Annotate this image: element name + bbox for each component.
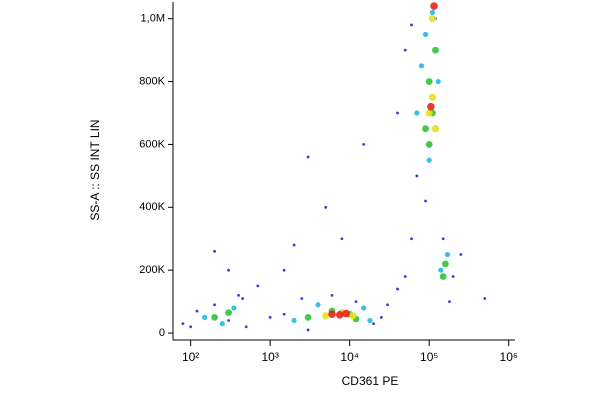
point bbox=[227, 319, 230, 322]
point bbox=[427, 102, 435, 111]
y-tick-label: 400K bbox=[139, 201, 165, 213]
point bbox=[441, 237, 445, 241]
point bbox=[322, 312, 330, 320]
point bbox=[418, 63, 425, 69]
point bbox=[403, 275, 407, 278]
y-tick-label: 200K bbox=[139, 264, 165, 276]
point bbox=[282, 312, 286, 316]
point bbox=[425, 141, 433, 148]
point bbox=[361, 305, 367, 311]
point bbox=[431, 125, 440, 133]
point bbox=[424, 199, 427, 203]
point bbox=[219, 321, 225, 327]
point bbox=[315, 302, 321, 308]
point bbox=[425, 78, 433, 85]
point bbox=[328, 310, 336, 319]
point bbox=[181, 322, 185, 326]
point bbox=[189, 325, 193, 329]
point bbox=[282, 268, 286, 272]
y-tick-label: 0 bbox=[159, 327, 165, 339]
point bbox=[386, 303, 390, 307]
point bbox=[444, 251, 451, 258]
point bbox=[292, 243, 296, 247]
point bbox=[414, 110, 420, 116]
point bbox=[225, 309, 232, 317]
point bbox=[342, 309, 350, 318]
point bbox=[442, 260, 449, 268]
point bbox=[459, 253, 463, 256]
point bbox=[349, 312, 357, 320]
point bbox=[213, 249, 216, 253]
point bbox=[396, 287, 399, 291]
point bbox=[231, 305, 237, 311]
x-tick-label: 10³ bbox=[261, 350, 278, 364]
point bbox=[439, 273, 447, 280]
point bbox=[213, 303, 216, 307]
point bbox=[244, 325, 248, 329]
point bbox=[195, 309, 199, 313]
point bbox=[429, 9, 436, 15]
point bbox=[396, 111, 399, 115]
point bbox=[330, 293, 334, 297]
point bbox=[483, 297, 487, 300]
point bbox=[335, 311, 344, 319]
point bbox=[435, 78, 441, 85]
point bbox=[241, 297, 244, 300]
point bbox=[306, 155, 310, 159]
point bbox=[362, 143, 366, 146]
point bbox=[415, 174, 419, 178]
point bbox=[211, 313, 218, 321]
y-tick-label: 1,0M bbox=[141, 13, 165, 25]
point bbox=[430, 2, 438, 10]
point bbox=[227, 268, 230, 272]
point bbox=[403, 48, 407, 52]
point bbox=[340, 237, 344, 241]
point bbox=[367, 317, 373, 324]
x-axis-label: CD361 PE bbox=[342, 374, 399, 388]
y-tick-label: 600K bbox=[139, 138, 165, 150]
point bbox=[372, 322, 376, 326]
point bbox=[422, 125, 429, 133]
point bbox=[306, 328, 310, 332]
point bbox=[410, 23, 413, 27]
point bbox=[354, 300, 358, 304]
point bbox=[256, 284, 260, 288]
point bbox=[428, 93, 437, 101]
x-tick-label: 10² bbox=[182, 350, 199, 364]
point bbox=[237, 293, 240, 297]
point bbox=[422, 31, 429, 37]
point bbox=[268, 315, 272, 319]
y-tick-label: 800K bbox=[139, 75, 165, 87]
point bbox=[425, 109, 433, 117]
point bbox=[379, 315, 383, 319]
point bbox=[448, 300, 451, 304]
x-tick-label: 10⁵ bbox=[420, 350, 438, 364]
point bbox=[410, 237, 413, 241]
point bbox=[304, 313, 312, 321]
point bbox=[432, 46, 439, 54]
point bbox=[202, 314, 208, 320]
point bbox=[324, 205, 328, 209]
point bbox=[300, 297, 304, 300]
point bbox=[438, 267, 444, 273]
point bbox=[426, 157, 432, 163]
point bbox=[451, 275, 455, 278]
x-tick-label: 10⁶ bbox=[500, 350, 518, 364]
point bbox=[428, 15, 437, 23]
x-tick-label: 10⁴ bbox=[340, 350, 359, 364]
point bbox=[291, 317, 297, 324]
y-axis-label: SS-A :: SS INT LIN bbox=[88, 119, 102, 220]
